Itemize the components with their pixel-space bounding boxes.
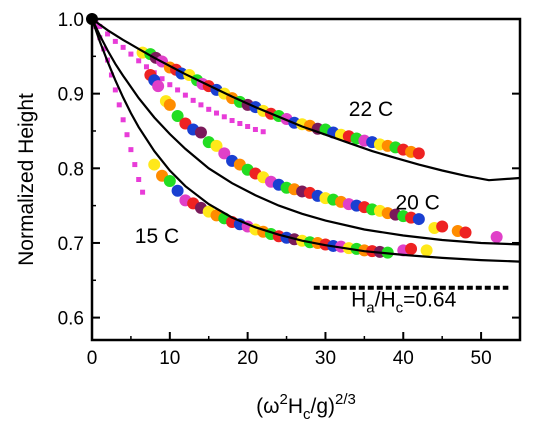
data-point-1-8 [194,126,207,139]
data-point-0-37 [412,147,425,160]
x-tick-label-1: 10 [159,348,180,369]
plot-frame [90,17,522,342]
ratio-slash: /H [375,288,396,311]
square-marker-0-9 [128,147,134,153]
square-marker-1-17 [221,114,227,120]
ratio-label: Ha/Hc=0.64 [351,288,456,316]
square-marker-1-3 [112,38,118,44]
data-point-1-2 [152,80,165,93]
data-point-1-40 [459,226,472,239]
square-marker-1-6 [136,58,142,64]
data-point-2-33 [420,244,433,257]
x-tick-label-2: 20 [237,348,258,369]
data-point-2-2 [163,174,176,187]
square-marker-1-2 [105,31,111,37]
annotation-15c: 15 C [135,225,179,248]
square-marker-1-5 [128,51,134,57]
y-axis-label: Normalized Height [15,93,38,266]
ratio-sub-a: a [366,299,375,316]
square-marker-1-7 [143,64,149,70]
x-tick-label-4: 40 [393,348,414,369]
square-marker-1-4 [120,44,126,50]
square-marker-1-15 [206,106,212,112]
y-tick-label-0: 0.6 [58,309,84,330]
square-marker-1-18 [229,118,235,124]
square-marker-1-12 [182,92,188,98]
square-marker-1-16 [214,110,220,116]
fit-curve-2 [90,18,521,263]
plot-area [86,13,521,263]
data-point-1-36 [412,213,425,226]
x-tick-label-0: 0 [87,348,98,369]
y-tick-label-1: 0.7 [58,234,84,255]
data-point-1-11 [218,147,231,160]
square-marker-0-4 [108,72,114,78]
y-tick-label-3: 0.9 [58,85,84,106]
square-marker-1-20 [245,123,251,129]
data-point-1-4 [163,98,176,111]
x-tick-label-3: 30 [315,348,336,369]
y-tick-label-2: 0.8 [58,159,84,180]
square-marker-1-1 [97,23,103,29]
y-tick-label-4: 1.0 [58,10,84,31]
data-point-1-41 [490,230,503,243]
axes: 0 10 20 30 40 50 0.6 0.7 0.8 0.9 1.0 [58,10,520,369]
data-point-2-0 [148,158,161,171]
annotation-22c: 22 C [349,98,393,121]
fit-curve-1 [91,18,521,246]
annotation-20c: 20 C [395,191,439,214]
data-point-2-3 [171,184,184,197]
square-marker-0-11 [136,177,142,182]
ratio-sub-c: c [396,299,404,316]
x-tick-label-5: 50 [471,348,492,369]
square-marker-0-10 [132,162,138,168]
data-point-1-5 [171,110,184,123]
square-marker-0-7 [120,117,126,123]
fit-curve-0 [91,18,521,182]
square-marker-1-11 [175,87,181,93]
data-point-2-32 [405,242,418,255]
square-marker-1-13 [190,97,196,103]
square-marker-1-10 [167,82,173,88]
data-point-1-38 [436,220,449,233]
x-axis-label: (ω2Hc/g)2/3 [256,391,356,423]
square-marker-1-19 [237,121,243,127]
square-marker-1-22 [260,129,266,135]
square-marker-0-5 [112,87,118,93]
square-marker-1-14 [198,102,204,108]
ratio-value: =0.64 [403,288,456,311]
data-point-1-10 [210,139,223,152]
square-marker-0-12 [140,189,146,195]
square-marker-0-6 [116,102,122,108]
square-marker-1-21 [252,126,258,132]
square-marker-1-9 [159,76,165,82]
square-marker-0-8 [124,132,130,138]
ratio-h: H [351,288,366,311]
